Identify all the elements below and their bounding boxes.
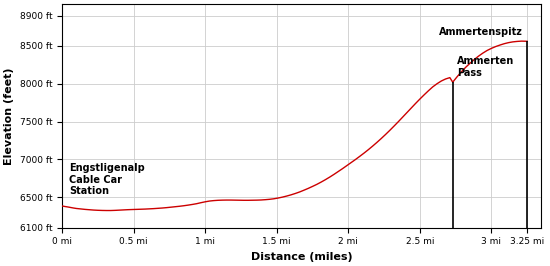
Text: Engstligenalp
Cable Car
Station: Engstligenalp Cable Car Station [69,163,145,196]
Y-axis label: Elevation (feet): Elevation (feet) [4,67,14,165]
Text: Ammerten
Pass: Ammerten Pass [457,56,514,78]
X-axis label: Distance (miles): Distance (miles) [251,252,353,262]
Text: Ammertenspitz: Ammertenspitz [439,27,523,37]
